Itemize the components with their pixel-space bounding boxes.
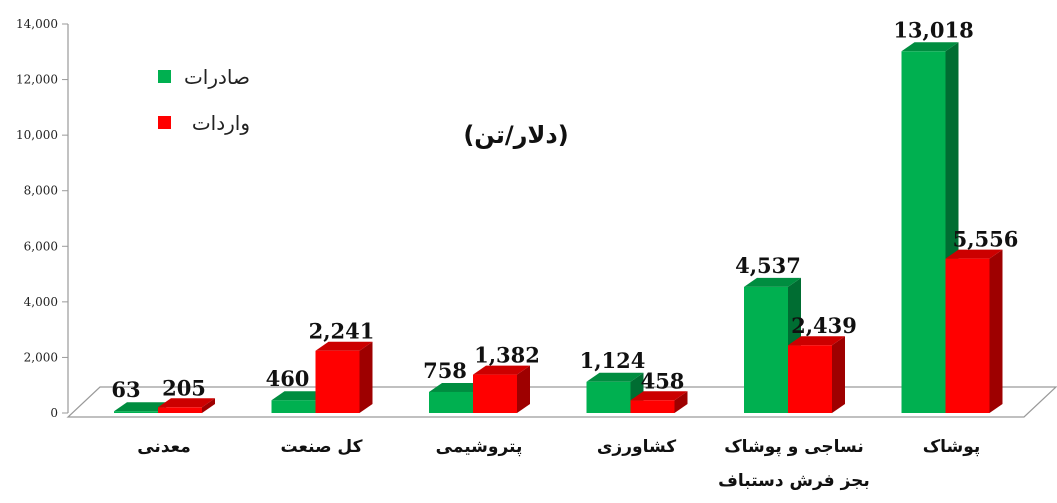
bar-front bbox=[586, 381, 631, 413]
y-tick-label: 0 bbox=[50, 406, 58, 420]
value-label-imports-4: 2,439 bbox=[791, 313, 857, 338]
bar-top bbox=[473, 365, 530, 375]
value-label-imports-3: 458 bbox=[641, 368, 685, 393]
category-label-4: نساجی و پوشاک بجز فرش دستباف bbox=[718, 437, 870, 491]
category-label-0: معدنی bbox=[137, 437, 191, 457]
chart-title: (دلار/تن) bbox=[463, 121, 568, 149]
value-label-imports-1: 2,241 bbox=[309, 319, 375, 344]
y-tick-label: 6,000 bbox=[24, 239, 58, 253]
bar-side bbox=[359, 341, 373, 413]
value-label-exports-4: 4,537 bbox=[735, 253, 801, 278]
bar-top bbox=[788, 336, 845, 346]
category-labels: معدنی کل صنعت پتروشیمی کشاورزی نساجی و پوشاک… bbox=[137, 437, 980, 491]
legend-swatch-exports bbox=[158, 70, 171, 83]
bar-top bbox=[429, 382, 486, 392]
bar-front bbox=[158, 407, 202, 413]
bar-side bbox=[989, 249, 1003, 413]
bar-side bbox=[674, 391, 688, 413]
bar-front bbox=[901, 51, 946, 413]
value-label-exports-0: 63 bbox=[111, 377, 140, 402]
legend-swatch-imports bbox=[158, 116, 171, 129]
bar-top bbox=[114, 402, 171, 412]
bar-side bbox=[832, 336, 845, 413]
category-label-3: کشاورزی bbox=[597, 437, 676, 457]
y-axis: 0 2,000 4,000 6,000 8,000 10,000 12,000 14,000 bbox=[16, 17, 69, 420]
category-label-5: پوشاک bbox=[923, 437, 981, 457]
bar-imports-4 bbox=[788, 336, 845, 413]
value-label-imports-2: 1,382 bbox=[474, 343, 540, 368]
value-label-exports-1: 460 bbox=[266, 366, 310, 391]
bar-front bbox=[788, 345, 832, 413]
value-label-exports-3: 1,124 bbox=[580, 348, 646, 373]
bar-front bbox=[945, 258, 990, 413]
bar-front bbox=[271, 400, 316, 413]
bar-side bbox=[202, 398, 215, 413]
category-label-1: کل صنعت bbox=[281, 437, 363, 457]
bar-imports-5 bbox=[945, 249, 1003, 413]
bar-top bbox=[630, 391, 688, 401]
bar-imports-0 bbox=[158, 398, 215, 413]
y-tick-label: 8,000 bbox=[24, 184, 58, 198]
bar-top bbox=[271, 391, 329, 401]
bar-top bbox=[901, 42, 959, 52]
bar-front bbox=[473, 374, 517, 413]
bar-front bbox=[315, 350, 360, 413]
bar-top bbox=[315, 341, 373, 351]
bar-front bbox=[744, 286, 788, 413]
legend: صادرات واردات bbox=[158, 65, 250, 135]
y-tick-label: 12,000 bbox=[16, 73, 58, 87]
value-label-exports-5: 13,018 bbox=[893, 17, 973, 42]
bar-top bbox=[158, 398, 215, 408]
legend-label-imports: واردات bbox=[192, 111, 250, 135]
y-tick-label: 4,000 bbox=[24, 295, 58, 309]
y-tick-label: 2,000 bbox=[24, 350, 58, 364]
bar-imports-2 bbox=[473, 365, 530, 413]
bar-top bbox=[945, 249, 1003, 259]
y-tick-label: 14,000 bbox=[16, 17, 58, 31]
bar-top bbox=[744, 277, 801, 287]
bar-front bbox=[429, 391, 473, 413]
value-label-imports-0: 205 bbox=[162, 375, 206, 400]
legend-label-exports: صادرات bbox=[184, 65, 250, 89]
value-label-imports-5: 5,556 bbox=[953, 227, 1019, 252]
bar-imports-3 bbox=[630, 391, 688, 413]
value-label-exports-2: 758 bbox=[423, 358, 467, 383]
category-label-2: پتروشیمی bbox=[436, 437, 523, 457]
bar-imports-1 bbox=[315, 341, 373, 413]
bar-front bbox=[114, 411, 158, 413]
y-tick-label: 10,000 bbox=[16, 128, 58, 142]
bar-side bbox=[517, 365, 530, 413]
bar-front bbox=[630, 400, 675, 413]
bars bbox=[114, 42, 1003, 413]
bar-top bbox=[586, 372, 644, 382]
